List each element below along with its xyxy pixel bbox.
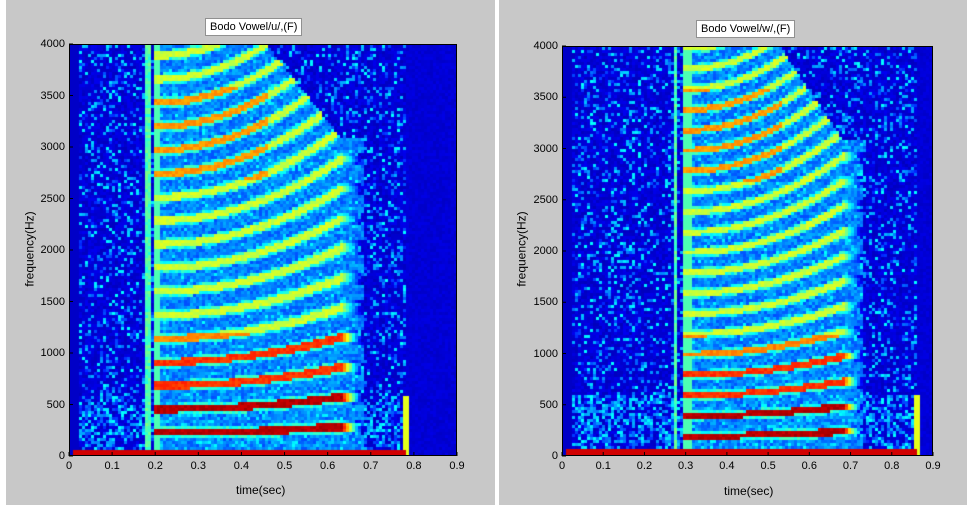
x-tick-label: 0.5 <box>276 460 293 472</box>
y-tick-label: 3500 <box>40 89 65 102</box>
x-tick-label: 0.9 <box>925 460 941 472</box>
y-tick-label: 0 <box>58 450 65 462</box>
x-tick-label: 0.6 <box>320 460 336 472</box>
x-tick-label: 0.1 <box>595 460 611 472</box>
spectrogram-plot <box>69 44 457 456</box>
chart-title: Bodo Vowel/u/,(F) <box>205 18 303 36</box>
spectrogram-image <box>70 45 456 455</box>
spectrogram-image <box>563 47 932 455</box>
y-tick-label: 500 <box>46 398 65 411</box>
spectrogram-plot <box>562 46 933 456</box>
y-tick-label: 1500 <box>533 296 558 309</box>
x-tick-label: 0.5 <box>760 460 776 472</box>
y-tick-label: 3500 <box>533 91 558 104</box>
y-tick-label: 0 <box>551 450 558 462</box>
x-tick-label: 0.1 <box>104 460 120 472</box>
y-tick-label: 500 <box>539 398 558 411</box>
y-tick-label: 1500 <box>40 295 65 308</box>
y-tick-label: 2000 <box>533 245 558 257</box>
x-tick-label: 0.7 <box>363 460 379 472</box>
chart-title: Bodo Vowel/w/,(F) <box>696 20 796 38</box>
x-tick-label: 0.7 <box>842 460 859 472</box>
x-tick-label: 0.4 <box>719 460 735 472</box>
x-tick-label: 0.8 <box>884 460 900 472</box>
y-tick-label: 2500 <box>533 193 558 206</box>
y-tick-label: 4000 <box>533 40 558 52</box>
x-tick-label: 0.2 <box>636 460 653 472</box>
panel-divider <box>495 0 499 505</box>
x-tick-label: 0.9 <box>449 460 465 472</box>
x-axis-label: time(sec) <box>236 483 286 497</box>
y-tick-label: 4000 <box>40 38 65 50</box>
y-tick-label: 1000 <box>40 347 65 359</box>
x-tick-label: 0.2 <box>147 460 163 472</box>
y-tick-label: 3000 <box>533 142 558 155</box>
y-tick-label: 2500 <box>40 192 65 205</box>
x-tick-label: 0 <box>65 460 73 472</box>
y-tick-label: 3000 <box>40 141 65 153</box>
x-tick-label: 0.4 <box>233 460 250 472</box>
y-tick-label: 1000 <box>533 347 558 360</box>
x-tick-label: 0.3 <box>678 460 694 472</box>
x-tick-label: 0.6 <box>801 460 817 472</box>
x-tick-label: 0.8 <box>406 460 422 472</box>
x-tick-label: 0.3 <box>190 460 206 472</box>
y-tick-label: 2000 <box>40 244 65 256</box>
x-axis-label: time(sec) <box>724 484 774 498</box>
x-tick-label: 0 <box>558 460 566 472</box>
